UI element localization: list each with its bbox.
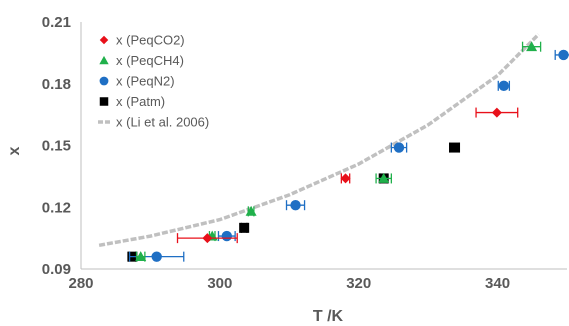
x-tick-label: 300 xyxy=(207,275,232,292)
data-point-diamond xyxy=(340,173,351,184)
legend-swatch xyxy=(99,35,109,45)
series-line-li-2006 xyxy=(98,33,540,248)
data-point-circle xyxy=(558,49,569,61)
legend-label: x (Patm) xyxy=(116,94,165,109)
data-point-diamond xyxy=(202,233,213,244)
legend-swatch xyxy=(99,97,109,106)
data-point-triangle xyxy=(378,172,390,183)
legend-label: x (PeqCO2) xyxy=(116,33,185,48)
legend-label: x (PeqN2) xyxy=(116,74,175,89)
y-tick-label: 0.15 xyxy=(42,138,71,155)
data-point-square xyxy=(239,222,250,233)
data-point-triangle xyxy=(245,205,257,216)
y-tick-label: 0.09 xyxy=(42,261,71,278)
legend-swatch xyxy=(99,76,109,86)
x-axis-title: T /K xyxy=(313,308,344,325)
y-tick-label: 0.12 xyxy=(42,199,71,216)
data-points xyxy=(127,41,569,262)
data-point-circle xyxy=(221,230,232,242)
y-tick-label: 0.21 xyxy=(42,14,71,31)
legend: x (PeqCO2) x (PeqCH4) x (PeqN2) x (Patm) x (… xyxy=(98,33,209,130)
x-tick-labels: 280 300 320 340 xyxy=(68,275,510,292)
x-tick-label: 280 xyxy=(68,275,93,292)
data-point-circle xyxy=(151,251,162,262)
axes xyxy=(80,22,567,270)
x-tick-label: 340 xyxy=(485,275,510,292)
data-point-circle xyxy=(393,142,405,153)
data-point-triangle xyxy=(526,41,538,52)
data-point-circle xyxy=(498,80,510,92)
x-tick-label: 320 xyxy=(346,275,371,292)
legend-label: x (Li et al. 2006) xyxy=(116,115,209,130)
data-point-circle xyxy=(290,199,301,211)
legend-label: x (PeqCH4) xyxy=(116,53,184,68)
y-tick-label: 0.18 xyxy=(42,76,71,93)
y-tick-labels: 0.09 0.12 0.15 0.18 0.21 xyxy=(42,14,71,278)
y-axis-title: x xyxy=(6,146,23,155)
data-point-triangle xyxy=(135,251,147,262)
data-point-square xyxy=(449,142,460,153)
reference-curve xyxy=(98,33,540,248)
data-point-diamond xyxy=(491,107,502,118)
legend-swatch xyxy=(99,55,109,65)
